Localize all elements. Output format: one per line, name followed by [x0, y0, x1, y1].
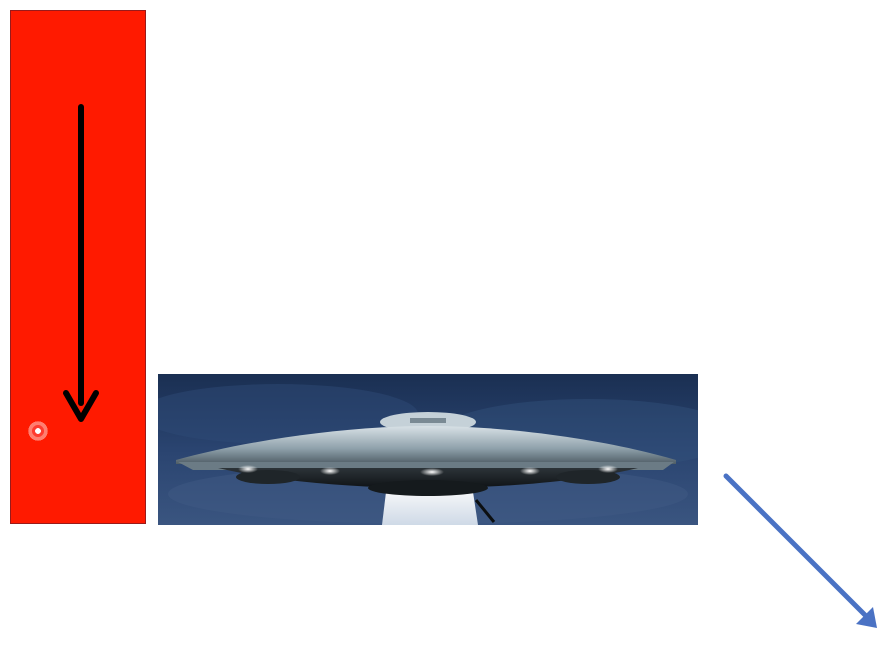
red-panel: [10, 10, 146, 524]
flying-saucer-icon: [158, 374, 698, 525]
laser-pointer-icon: [27, 420, 49, 442]
ufo-image: [158, 374, 698, 525]
down-arrow-icon: [63, 104, 99, 422]
down-right-arrow-icon: [723, 473, 877, 628]
